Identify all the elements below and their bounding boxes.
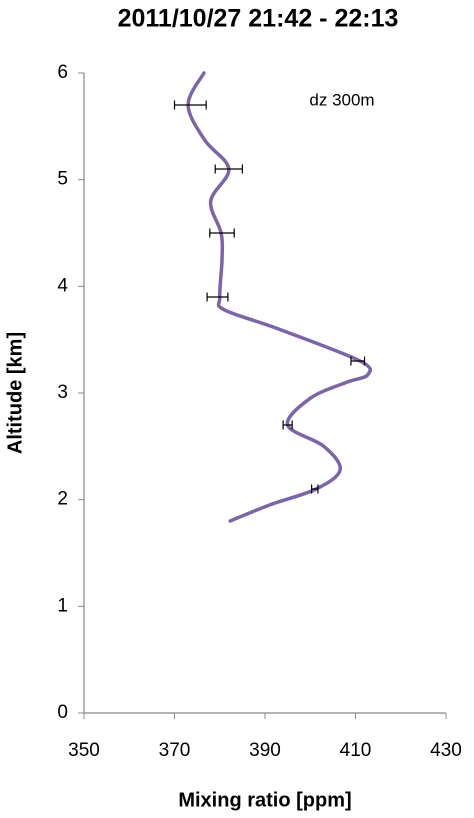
y-tick-label: 1 xyxy=(57,595,68,616)
x-axis-label: Mixing ratio [ppm] xyxy=(178,789,351,811)
y-tick-label: 0 xyxy=(57,702,68,723)
x-tick-label: 370 xyxy=(159,740,191,761)
error-bar xyxy=(282,420,293,430)
x-tick-label: 350 xyxy=(68,740,100,761)
chart-title: 2011/10/27 21:42 - 22:13 xyxy=(118,5,399,33)
profile-line xyxy=(186,71,373,523)
error-bar xyxy=(173,100,207,110)
error-bar xyxy=(311,484,319,494)
x-tick-label: 430 xyxy=(430,740,462,761)
y-tick-label: 5 xyxy=(57,169,68,190)
y-axis-label: Altitude [km] xyxy=(4,332,26,454)
y-tick-label: 6 xyxy=(57,62,68,83)
y-tick-label: 2 xyxy=(57,489,68,510)
x-tick-label: 390 xyxy=(249,740,281,761)
error-bar xyxy=(209,228,235,238)
error-bar xyxy=(214,164,243,174)
error-bar xyxy=(206,292,229,302)
error-bar xyxy=(350,356,366,366)
y-tick-label: 3 xyxy=(57,382,68,403)
x-tick-label: 410 xyxy=(340,740,372,761)
annotation: dz 300m xyxy=(309,90,374,109)
y-tick-label: 4 xyxy=(57,275,68,296)
